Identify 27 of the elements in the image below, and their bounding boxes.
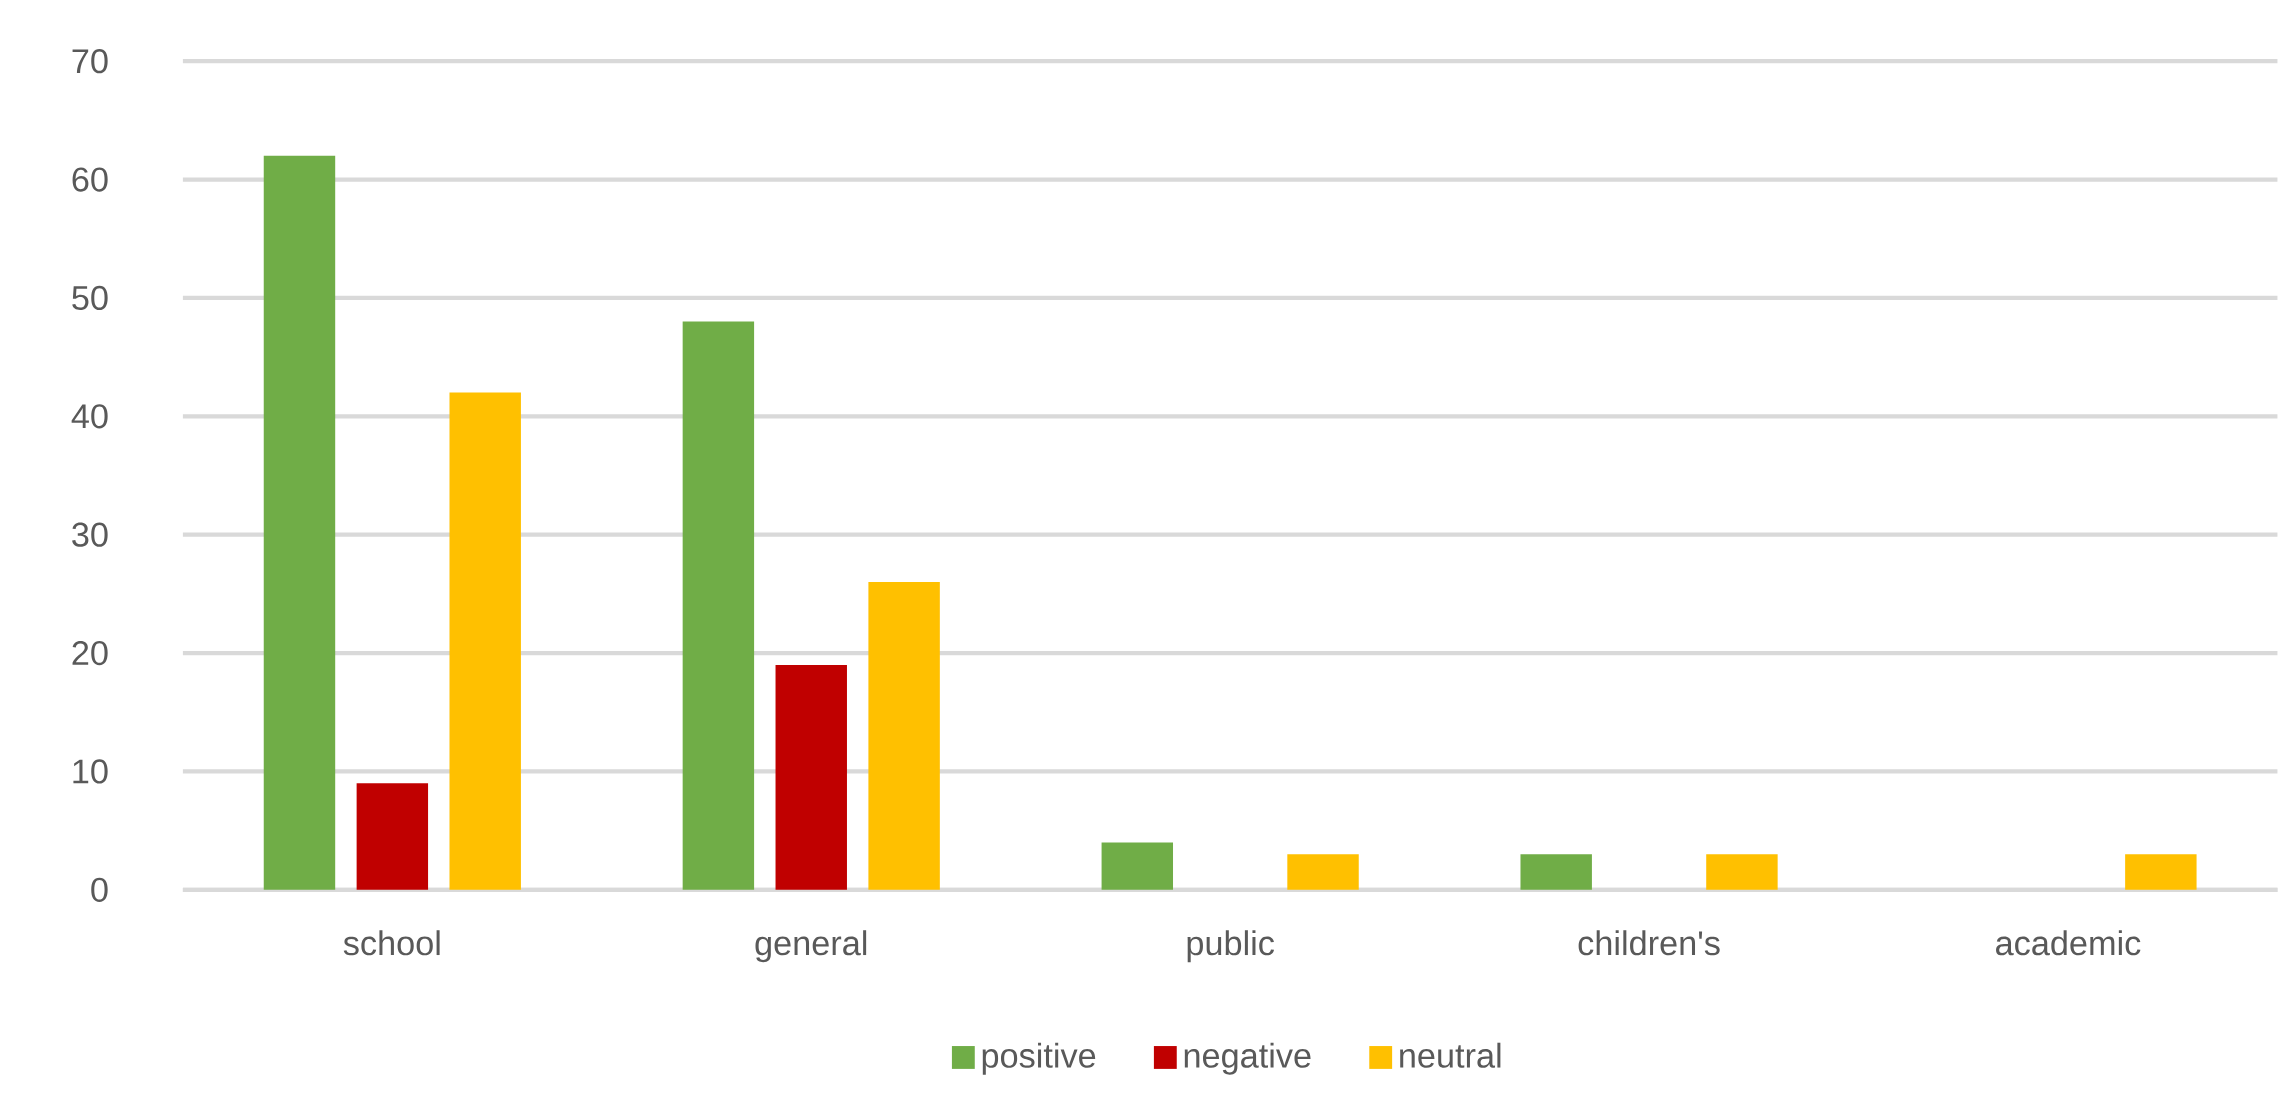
bar [868,582,940,890]
y-tick-label: 60 [72,167,108,192]
bar [1101,842,1174,890]
x-tick-label: general [755,930,867,963]
y-tick-label: 30 [72,522,108,547]
y-tick-label: 0 [91,877,108,902]
y-tick-label: 40 [71,404,108,429]
bar [682,321,755,890]
bar [2125,854,2197,890]
bar [449,392,521,890]
bar [263,155,336,890]
bar [775,664,847,890]
bar [1520,854,1592,890]
legend-label: positive [982,1042,1096,1075]
legend-label: neutral [1400,1042,1501,1068]
bar [1706,854,1778,890]
y-tick-label: 20 [72,640,108,666]
y-tick-label: 50 [72,285,108,311]
bar [356,783,429,890]
x-tick-label: academic [1996,930,2141,956]
x-tick-label: public [1187,930,1275,963]
x-tick-label: children's [1578,930,1720,956]
legend-label: negative [1184,1042,1311,1075]
bar [1287,854,1359,890]
x-tick-label: school [343,930,440,956]
y-tick-label: 10 [73,759,108,784]
y-tick-label: 70 [72,49,108,74]
